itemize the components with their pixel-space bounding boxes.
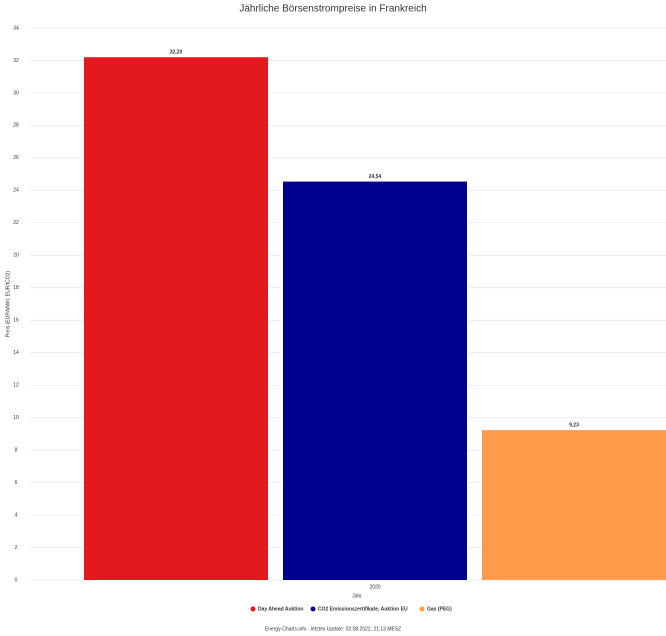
y-tick-label: 18 (13, 285, 19, 291)
value-label: 9,23 (569, 422, 579, 428)
y-tick-label: 0 (15, 577, 18, 583)
value-label: 32,20 (170, 50, 183, 56)
y-tick-label: 4 (15, 512, 18, 518)
y-tick-label: 26 (13, 155, 19, 161)
y-tick-label: 12 (13, 383, 19, 389)
y-tick-label: 20 (13, 253, 19, 259)
bar (84, 57, 268, 581)
y-tick-label: 32 (13, 58, 19, 64)
legend-marker (419, 606, 425, 612)
y-tick-label: 8 (15, 447, 18, 453)
legend-marker (310, 606, 316, 612)
y-tick-label: 34 (13, 25, 19, 31)
bar (482, 430, 666, 580)
y-tick-label: 22 (13, 220, 19, 226)
legend-label: Gas (PEG) (427, 606, 452, 612)
x-tick-label: 2020 (369, 584, 380, 590)
x-axis-title: Jahr (352, 593, 362, 599)
y-tick-label: 28 (13, 123, 19, 129)
bar (283, 181, 467, 580)
y-tick-label: 30 (13, 90, 19, 96)
value-label: 24,54 (369, 174, 382, 180)
legend-label: CO2 Emissionszertifikate, Auktion EU (318, 606, 408, 612)
y-tick-label: 10 (13, 415, 19, 421)
footer: Energy-Charts.info - letztes Update: 02.… (265, 626, 401, 632)
y-tick-label: 2 (15, 545, 18, 551)
y-tick-label: 14 (13, 350, 19, 356)
chart-title: Jährliche Börsenstrompreise in Frankreic… (239, 4, 426, 15)
y-tick-label: 24 (13, 188, 19, 194)
y-tick-label: 16 (13, 318, 19, 324)
legend-marker (250, 606, 256, 612)
y-tick-label: 6 (15, 480, 18, 486)
y-axis-title: Preis (EUR/MWh; EUR/tCO2) (5, 271, 11, 337)
legend-label: Day Ahead Auktion (258, 606, 303, 612)
